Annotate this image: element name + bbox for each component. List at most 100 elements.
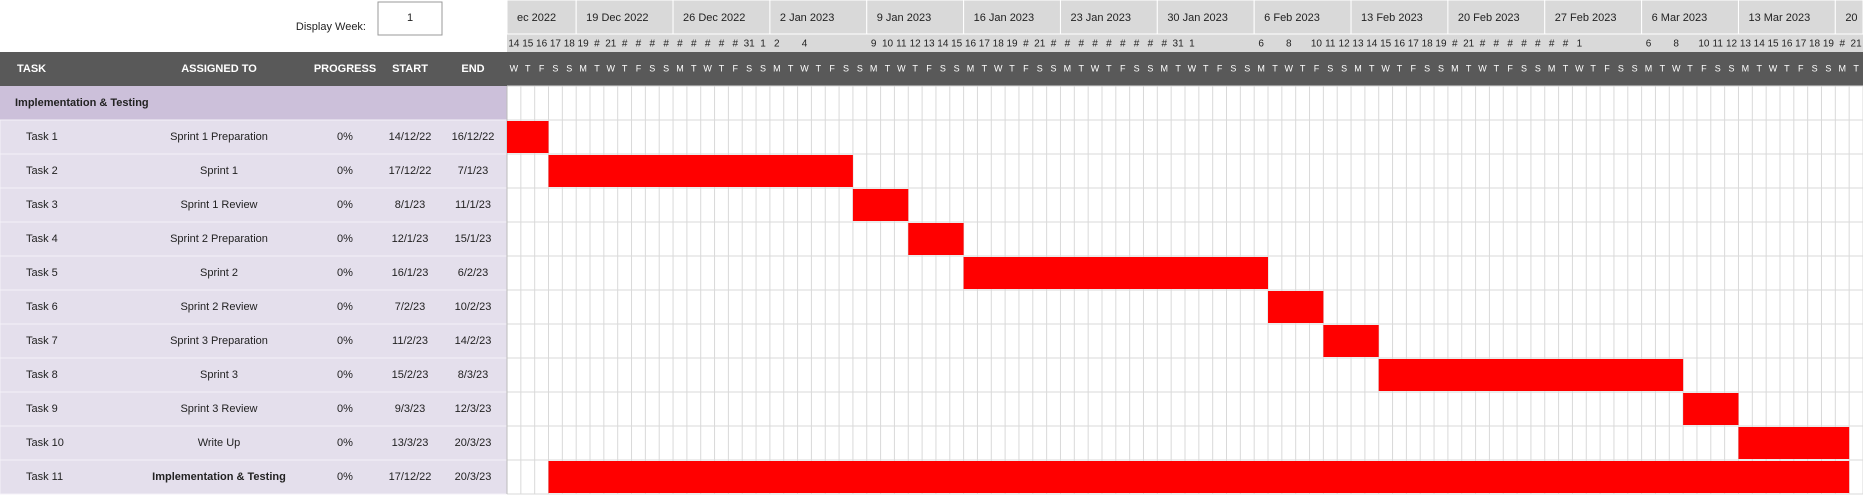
weekday-letter: S	[1618, 63, 1624, 73]
weekday-letter: S	[1341, 63, 1347, 73]
weekday-letter: M	[1548, 63, 1556, 73]
day-number: #	[663, 39, 669, 50]
task-row-bg	[0, 357, 508, 393]
day-number: #	[1480, 39, 1486, 50]
weekday-letter: S	[1812, 63, 1818, 73]
task-progress: 0%	[337, 369, 353, 381]
weekday-letter: S	[1632, 63, 1638, 73]
day-number: 15	[522, 39, 534, 50]
weekday-letter: S	[843, 63, 849, 73]
weekday-letter: S	[1521, 63, 1527, 73]
day-number: 6	[1258, 39, 1264, 50]
day-number: #	[636, 39, 642, 50]
task-name: Task 8	[26, 369, 58, 381]
task-assigned: Sprint 3 Preparation	[170, 335, 268, 347]
day-number: 10	[1698, 39, 1710, 50]
section-row-bg	[0, 86, 507, 120]
weekday-letter: F	[1604, 63, 1610, 73]
day-number: 16	[965, 39, 977, 50]
weekday-letter: F	[1798, 63, 1804, 73]
weekday-letter: W	[1478, 63, 1487, 73]
task-assigned: Write Up	[198, 437, 241, 449]
day-number: #	[1535, 39, 1541, 50]
task-progress: 0%	[337, 267, 353, 279]
weekday-letter: S	[1438, 63, 1444, 73]
task-assigned: Sprint 1 Preparation	[170, 131, 268, 143]
task-name: Task 3	[26, 199, 58, 211]
weekday-letter: M	[676, 63, 684, 73]
weekday-letter: M	[1064, 63, 1072, 73]
weekday-letter: F	[1314, 63, 1320, 73]
week-cell	[866, 0, 965, 35]
task-bar	[548, 155, 853, 187]
task-bar	[963, 257, 1269, 289]
day-number: 16	[1394, 39, 1406, 50]
task-end: 8/3/23	[458, 369, 489, 381]
week-cell	[506, 0, 577, 35]
weekday-letter: W	[1769, 63, 1778, 73]
day-number: 21	[605, 39, 617, 50]
day-number: 14	[1366, 39, 1378, 50]
task-end: 12/3/23	[455, 403, 492, 415]
weekday-letter: S	[1147, 63, 1153, 73]
week-label: 26 Dec 2022	[683, 12, 745, 24]
weekday-letter: F	[539, 63, 545, 73]
task-bar	[852, 189, 909, 221]
day-number: #	[1161, 39, 1167, 50]
task-end: 11/1/23	[455, 199, 491, 211]
weekday-letter: S	[1327, 63, 1333, 73]
day-number: 8	[1286, 39, 1292, 50]
weekday-letter: S	[1424, 63, 1430, 73]
weekday-letter: M	[1451, 63, 1459, 73]
task-row-bg	[0, 391, 508, 427]
task-bar	[507, 121, 549, 153]
day-number: #	[650, 39, 656, 50]
task-row-bg	[0, 153, 508, 189]
task-name: Task 6	[26, 301, 58, 313]
day-number: 16	[1781, 39, 1793, 50]
weekday-letter: T	[1590, 63, 1596, 73]
display-week-input[interactable]	[377, 1, 443, 36]
day-number: 12	[1726, 39, 1738, 50]
task-name: Task 10	[26, 437, 64, 449]
day-number: 15	[1380, 39, 1392, 50]
weekday-letter: S	[1244, 63, 1250, 73]
day-number: #	[1106, 39, 1112, 50]
day-number: 12	[910, 39, 922, 50]
week-label: 20 Feb 2023	[1458, 12, 1520, 24]
week-label: 13 Feb 2023	[1361, 12, 1423, 24]
task-end: 15/1/23	[455, 233, 492, 245]
day-number: 4	[802, 39, 808, 50]
task-start: 17/12/22	[389, 165, 432, 177]
task-start: 9/3/23	[395, 403, 426, 415]
week-cell	[1834, 0, 1863, 35]
day-number: 2	[774, 39, 780, 50]
weekday-letter: T	[594, 63, 600, 73]
day-number: 6	[1646, 39, 1652, 50]
week-label: 16 Jan 2023	[974, 12, 1035, 24]
weekday-letter: M	[1354, 63, 1362, 73]
section-title: Implementation & Testing	[15, 97, 149, 109]
day-number: 9	[871, 39, 877, 50]
weekday-letter: T	[1853, 63, 1859, 73]
weekday-letter: F	[1507, 63, 1513, 73]
task-start: 7/2/23	[395, 301, 426, 313]
day-number: 13	[923, 39, 935, 50]
weekday-letter: F	[1023, 63, 1029, 73]
weekday-letter: T	[816, 63, 822, 73]
day-number: 14	[1754, 39, 1766, 50]
weekday-letter: T	[1466, 63, 1472, 73]
week-cell	[1737, 0, 1836, 35]
day-number: #	[1549, 39, 1555, 50]
week-label: ec 2022	[517, 12, 556, 24]
day-number: 1	[760, 39, 766, 50]
weekday-letter: S	[940, 63, 946, 73]
day-number: 21	[1463, 39, 1475, 50]
day-number: 31	[744, 39, 756, 50]
task-progress: 0%	[337, 471, 353, 483]
task-start: 8/1/23	[395, 199, 426, 211]
day-number: 18	[1422, 39, 1434, 50]
day-number: #	[594, 39, 600, 50]
weekday-letter: W	[1188, 63, 1197, 73]
